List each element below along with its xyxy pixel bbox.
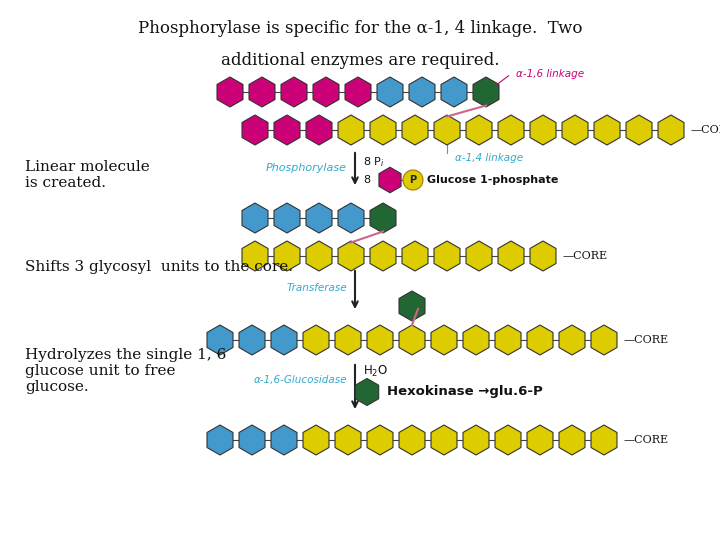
Polygon shape bbox=[591, 325, 617, 355]
Polygon shape bbox=[591, 425, 617, 455]
Text: 8: 8 bbox=[363, 175, 370, 185]
Text: Glucose 1-phosphate: Glucose 1-phosphate bbox=[427, 175, 559, 185]
Polygon shape bbox=[466, 115, 492, 145]
Text: —CORE: —CORE bbox=[624, 335, 669, 345]
Polygon shape bbox=[626, 115, 652, 145]
Polygon shape bbox=[239, 325, 265, 355]
Polygon shape bbox=[559, 425, 585, 455]
Polygon shape bbox=[274, 241, 300, 271]
Polygon shape bbox=[338, 203, 364, 233]
Polygon shape bbox=[242, 241, 268, 271]
Polygon shape bbox=[335, 325, 361, 355]
Polygon shape bbox=[498, 241, 524, 271]
Text: P: P bbox=[410, 175, 417, 185]
Polygon shape bbox=[495, 325, 521, 355]
Polygon shape bbox=[466, 241, 492, 271]
Polygon shape bbox=[207, 325, 233, 355]
Text: Shifts 3 glycosyl  units to the core.: Shifts 3 glycosyl units to the core. bbox=[25, 260, 293, 274]
Polygon shape bbox=[306, 115, 332, 145]
Polygon shape bbox=[281, 77, 307, 107]
Polygon shape bbox=[217, 77, 243, 107]
Polygon shape bbox=[399, 325, 425, 355]
Polygon shape bbox=[402, 241, 428, 271]
Polygon shape bbox=[242, 115, 268, 145]
Polygon shape bbox=[399, 291, 425, 321]
Polygon shape bbox=[335, 425, 361, 455]
Polygon shape bbox=[530, 241, 556, 271]
Polygon shape bbox=[271, 425, 297, 455]
Text: α-1,6 linkage: α-1,6 linkage bbox=[516, 69, 584, 79]
Polygon shape bbox=[355, 379, 379, 406]
Text: Hydrolyzes the single 1, 6
glucose unit to free
glucose.: Hydrolyzes the single 1, 6 glucose unit … bbox=[25, 348, 226, 394]
Polygon shape bbox=[249, 77, 275, 107]
Text: —CORE: —CORE bbox=[563, 251, 608, 261]
Polygon shape bbox=[409, 77, 435, 107]
Polygon shape bbox=[367, 325, 393, 355]
Polygon shape bbox=[441, 77, 467, 107]
Polygon shape bbox=[434, 115, 460, 145]
Polygon shape bbox=[562, 115, 588, 145]
Polygon shape bbox=[274, 203, 300, 233]
Text: Phosphorylase is specific for the α-1, 4 linkage.  Two: Phosphorylase is specific for the α-1, 4… bbox=[138, 20, 582, 37]
Polygon shape bbox=[527, 425, 553, 455]
Polygon shape bbox=[306, 203, 332, 233]
Polygon shape bbox=[313, 77, 339, 107]
Text: Transferase: Transferase bbox=[287, 283, 347, 293]
Text: —CORE: —CORE bbox=[691, 125, 720, 135]
Polygon shape bbox=[271, 325, 297, 355]
Polygon shape bbox=[377, 77, 403, 107]
Text: α-1,6-Glucosidase: α-1,6-Glucosidase bbox=[253, 375, 347, 385]
Polygon shape bbox=[306, 241, 332, 271]
Polygon shape bbox=[434, 241, 460, 271]
Text: Hexokinase →glu.6-P: Hexokinase →glu.6-P bbox=[387, 386, 543, 399]
Polygon shape bbox=[379, 167, 401, 193]
Polygon shape bbox=[527, 325, 553, 355]
Polygon shape bbox=[495, 425, 521, 455]
Polygon shape bbox=[658, 115, 684, 145]
Polygon shape bbox=[207, 425, 233, 455]
Text: 8 P$_i$: 8 P$_i$ bbox=[363, 155, 384, 169]
Polygon shape bbox=[402, 115, 428, 145]
Text: additional enzymes are required.: additional enzymes are required. bbox=[221, 52, 499, 69]
Polygon shape bbox=[594, 115, 620, 145]
Polygon shape bbox=[498, 115, 524, 145]
Polygon shape bbox=[370, 115, 396, 145]
Polygon shape bbox=[399, 425, 425, 455]
Polygon shape bbox=[242, 203, 268, 233]
Polygon shape bbox=[274, 115, 300, 145]
Polygon shape bbox=[338, 115, 364, 145]
Text: Phosphorylase: Phosphorylase bbox=[266, 163, 347, 173]
Polygon shape bbox=[239, 425, 265, 455]
Polygon shape bbox=[431, 325, 457, 355]
Text: —CORE: —CORE bbox=[624, 435, 669, 445]
Text: H$_2$O: H$_2$O bbox=[363, 364, 388, 379]
Polygon shape bbox=[370, 241, 396, 271]
Polygon shape bbox=[473, 77, 499, 107]
Polygon shape bbox=[559, 325, 585, 355]
Circle shape bbox=[403, 170, 423, 190]
Text: Linear molecule
is created.: Linear molecule is created. bbox=[25, 160, 150, 190]
Polygon shape bbox=[345, 77, 371, 107]
Polygon shape bbox=[431, 425, 457, 455]
Polygon shape bbox=[370, 203, 396, 233]
Polygon shape bbox=[463, 425, 489, 455]
Polygon shape bbox=[338, 241, 364, 271]
Polygon shape bbox=[303, 325, 329, 355]
Polygon shape bbox=[463, 325, 489, 355]
Polygon shape bbox=[303, 425, 329, 455]
Text: α-1,4 linkage: α-1,4 linkage bbox=[455, 153, 523, 163]
Polygon shape bbox=[530, 115, 556, 145]
Polygon shape bbox=[367, 425, 393, 455]
